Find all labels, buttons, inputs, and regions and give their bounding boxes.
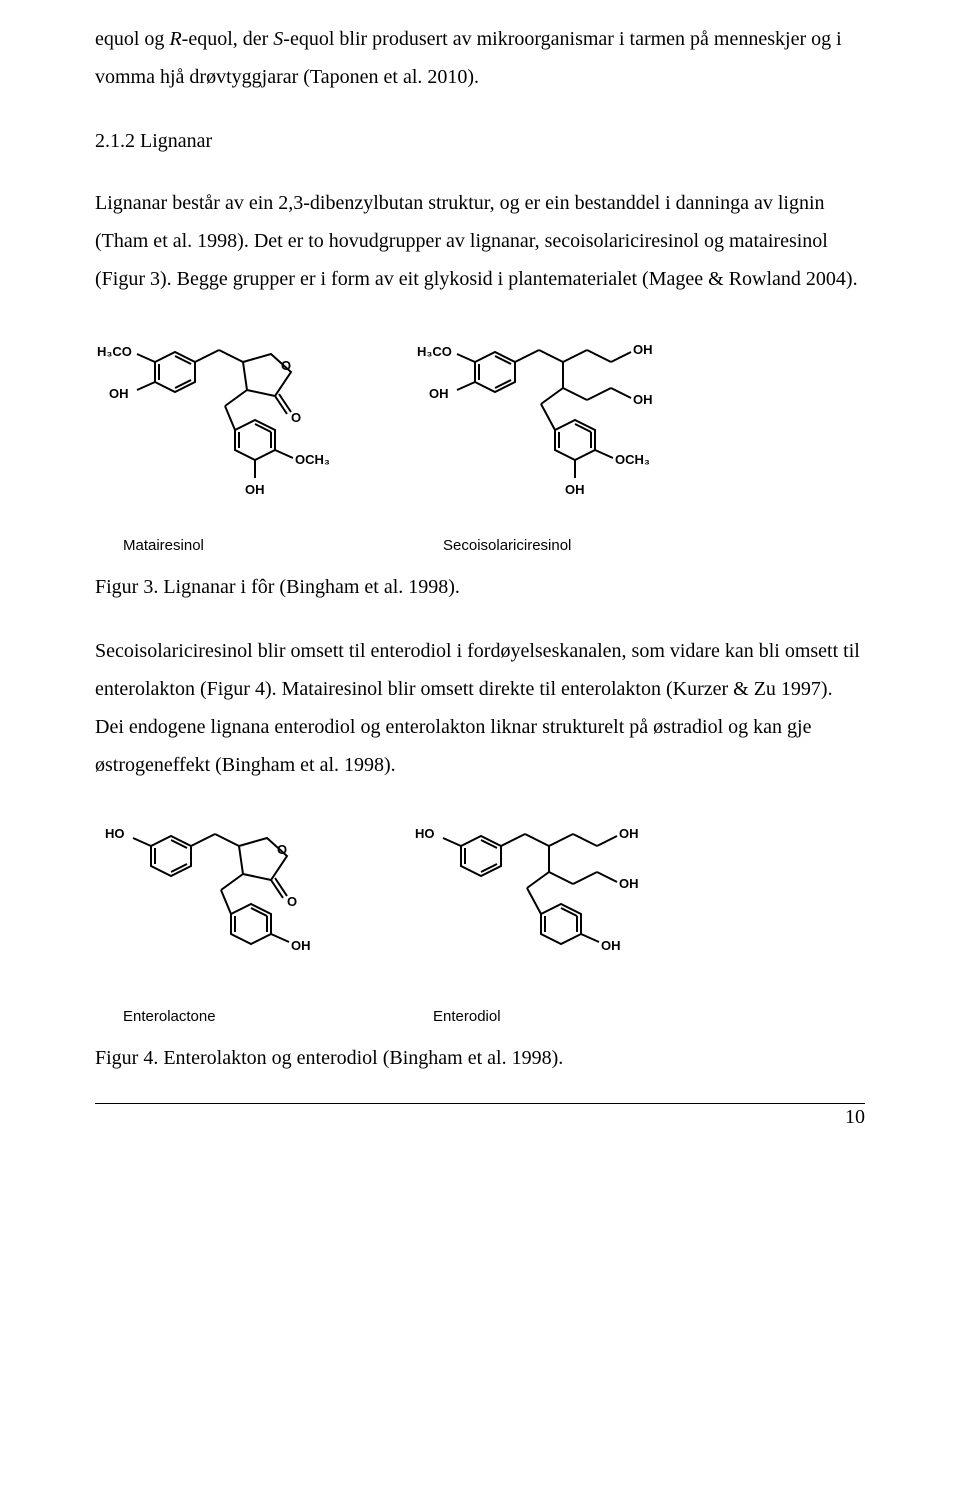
label-oh: OH bbox=[429, 386, 449, 401]
figure-3: H₃CO OH O O OCH₃ OH Matairesinol bbox=[95, 324, 865, 554]
text: -equol, der bbox=[182, 28, 274, 50]
label-h3co: H₃CO bbox=[97, 344, 132, 359]
page-number: 10 bbox=[95, 1103, 865, 1129]
label-oh: OH bbox=[565, 482, 585, 497]
figure-3-left: H₃CO OH O O OCH₃ OH Matairesinol bbox=[95, 324, 355, 554]
label-o: O bbox=[277, 842, 287, 857]
document-page: equol og R-equol, der S-equol blir produ… bbox=[0, 0, 960, 1159]
label-och3: OCH₃ bbox=[295, 452, 330, 467]
paragraph-3: Secoisolariciresinol blir omsett til ent… bbox=[95, 632, 865, 784]
label-o: O bbox=[291, 410, 301, 425]
figure-4-left: HO O O OH Enterolactone bbox=[95, 810, 345, 1025]
text-italic: S bbox=[273, 28, 283, 50]
matairesinol-structure-icon: H₃CO OH O O OCH₃ OH bbox=[95, 324, 355, 529]
paragraph-1: equol og R-equol, der S-equol blir produ… bbox=[95, 20, 865, 96]
figure-3-left-label: Matairesinol bbox=[123, 537, 204, 554]
figure-3-right-label: Secoisolariciresinol bbox=[443, 537, 571, 554]
paragraph-2: Lignanar består av ein 2,3-dibenzylbutan… bbox=[95, 184, 865, 298]
label-oh: OH bbox=[291, 938, 311, 953]
label-ho: HO bbox=[105, 826, 125, 841]
section-heading: 2.1.2 Lignanar bbox=[95, 122, 865, 160]
enterodiol-structure-icon: HO OH OH OH bbox=[405, 810, 675, 1000]
figture-4-right: HO OH OH OH Enterodiol bbox=[405, 810, 675, 1025]
label-o: O bbox=[287, 894, 297, 909]
text: equol og bbox=[95, 28, 169, 50]
label-oh: OH bbox=[619, 876, 639, 891]
secoisolariciresinol-structure-icon: H₃CO OH OH OH OCH₃ OH bbox=[415, 324, 695, 529]
figure-3-right: H₃CO OH OH OH OCH₃ OH Secoisolariciresin… bbox=[415, 324, 695, 554]
label-oh: OH bbox=[619, 826, 639, 841]
label-h3co: H₃CO bbox=[417, 344, 452, 359]
label-och3: OCH₃ bbox=[615, 452, 650, 467]
label-oh: OH bbox=[601, 938, 621, 953]
label-oh: OH bbox=[633, 392, 653, 407]
enterolactone-structure-icon: HO O O OH bbox=[95, 810, 345, 1000]
figure-4-left-label: Enterolactone bbox=[123, 1008, 216, 1025]
figure-4-caption: Figur 4. Enterolakton og enterodiol (Bin… bbox=[95, 1039, 865, 1077]
figure-4-right-label: Enterodiol bbox=[433, 1008, 501, 1025]
text-italic: R bbox=[169, 28, 181, 50]
figure-3-caption: Figur 3. Lignanar i fôr (Bingham et al. … bbox=[95, 568, 865, 606]
label-o: O bbox=[281, 358, 291, 373]
label-oh: OH bbox=[245, 482, 265, 497]
label-oh: OH bbox=[633, 342, 653, 357]
label-ho: HO bbox=[415, 826, 435, 841]
label-oh: OH bbox=[109, 386, 129, 401]
figure-4: HO O O OH Enterolactone bbox=[95, 810, 865, 1025]
